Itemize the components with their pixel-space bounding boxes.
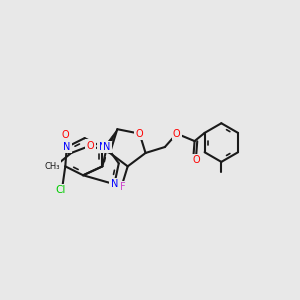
Text: N: N bbox=[111, 179, 118, 189]
Text: N: N bbox=[63, 142, 70, 152]
Text: N: N bbox=[99, 142, 106, 152]
Polygon shape bbox=[105, 129, 117, 148]
Text: O: O bbox=[173, 129, 181, 139]
Text: O: O bbox=[192, 155, 200, 165]
Text: O: O bbox=[61, 130, 69, 140]
Text: Cl: Cl bbox=[56, 185, 66, 195]
Text: O: O bbox=[136, 129, 143, 139]
Text: F: F bbox=[120, 182, 126, 192]
Text: O: O bbox=[87, 140, 94, 151]
Text: CH₃: CH₃ bbox=[44, 162, 60, 171]
Text: N: N bbox=[103, 142, 111, 152]
